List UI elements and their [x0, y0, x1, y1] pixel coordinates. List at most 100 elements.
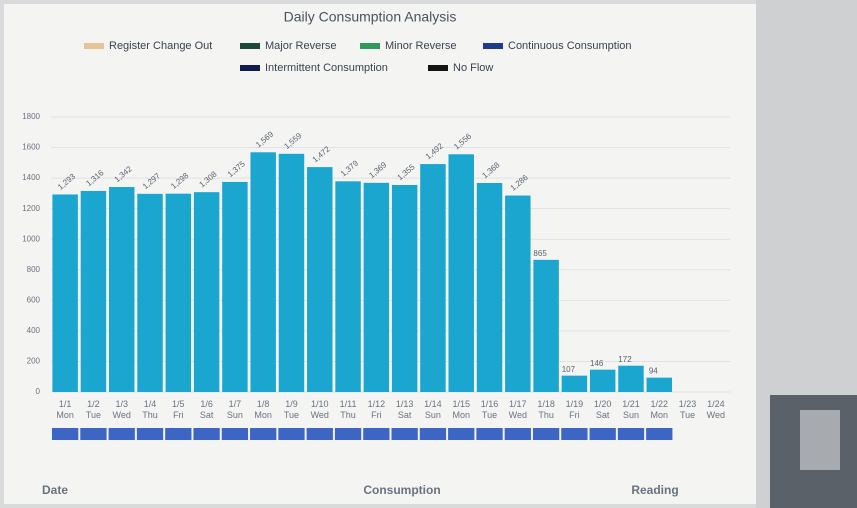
- x-tick-line: Tue: [86, 410, 101, 420]
- x-tick-line: 1/4: [144, 399, 157, 409]
- x-tick-label: 1/4 Thu: [142, 399, 158, 420]
- y-tick-label: 200: [27, 357, 41, 366]
- status-cell: [306, 428, 333, 440]
- legend-label: Minor Reverse: [385, 40, 457, 52]
- legend-swatch: [84, 43, 104, 49]
- bar: [363, 182, 390, 392]
- x-tick-line: Wed: [707, 410, 725, 420]
- legend-label: Intermittent Consumption: [265, 62, 388, 74]
- x-tick-line: 1/24: [707, 399, 725, 409]
- x-tick-line: 1/14: [424, 399, 442, 409]
- bar: [589, 369, 616, 392]
- x-tick-line: Tue: [482, 410, 497, 420]
- x-tick-line: Sun: [425, 410, 441, 420]
- bar: [307, 167, 333, 392]
- x-tick-line: 1/6: [200, 399, 213, 409]
- value-label: 107: [562, 365, 576, 374]
- status-cell: [108, 428, 135, 440]
- x-tick-line: 1/20: [594, 399, 612, 409]
- x-tick-label: 1/16 Tue: [481, 399, 499, 420]
- bar: [222, 181, 248, 392]
- status-cell: [334, 428, 362, 440]
- column-header: Reading: [631, 483, 678, 497]
- status-cell: [165, 428, 192, 440]
- status-cell: [136, 428, 164, 440]
- x-tick-label: 1/3 Wed: [113, 399, 131, 420]
- status-cell: [363, 428, 390, 440]
- status-cell: [448, 428, 475, 440]
- status-cell: [532, 428, 560, 440]
- x-tick-line: 1/15: [452, 399, 470, 409]
- x-tick-line: Thu: [538, 410, 554, 420]
- x-tick-line: Tue: [680, 410, 695, 420]
- x-tick-line: 1/7: [229, 399, 242, 409]
- value-label: 94: [649, 367, 658, 376]
- x-tick-line: 1/1: [59, 399, 72, 409]
- x-tick-line: 1/5: [172, 399, 185, 409]
- legend-swatch: [428, 65, 448, 71]
- x-tick-line: Mon: [254, 410, 272, 420]
- bar: [137, 193, 163, 392]
- x-tick-label: 1/21 Sun: [622, 399, 640, 420]
- x-tick-line: 1/22: [651, 399, 669, 409]
- x-tick-line: Sun: [623, 410, 639, 420]
- x-tick-label: 1/7 Sun: [227, 399, 243, 420]
- x-tick-label: 1/22 Mon: [651, 399, 669, 420]
- x-tick-label: 1/23 Tue: [679, 399, 697, 420]
- x-tick-label: 1/11 Thu: [340, 399, 357, 420]
- y-tick-label: 1000: [22, 234, 40, 243]
- bar: [561, 375, 588, 392]
- x-tick-label: 1/2 Tue: [86, 399, 101, 420]
- x-tick-line: Fri: [371, 410, 382, 420]
- x-tick-label: 1/12 Fri: [368, 399, 386, 420]
- value-label: 865: [533, 249, 547, 258]
- bar: [80, 190, 107, 392]
- x-tick-label: 1/17 Wed: [509, 399, 527, 420]
- x-tick-line: Wed: [311, 410, 329, 420]
- legend-label: Major Reverse: [265, 40, 337, 52]
- x-tick-line: 1/18: [537, 399, 555, 409]
- x-tick-label: 1/9 Tue: [284, 399, 299, 420]
- status-cell: [419, 428, 447, 440]
- legend-label: Register Change Out: [109, 40, 212, 52]
- status-cell: [278, 428, 305, 440]
- status-cell: [52, 428, 79, 440]
- x-tick-line: 1/11: [340, 399, 357, 409]
- value-label: 172: [618, 355, 632, 364]
- status-cell: [476, 428, 503, 440]
- x-tick-line: Fri: [173, 410, 184, 420]
- x-tick-label: 1/8 Mon: [254, 399, 272, 420]
- x-tick-label: 1/18 Thu: [537, 399, 555, 420]
- x-tick-line: Wed: [509, 410, 527, 420]
- bar: [646, 377, 673, 392]
- bar: [448, 154, 474, 392]
- x-tick-line: 1/13: [396, 399, 414, 409]
- bar: [278, 153, 305, 392]
- x-tick-line: 1/3: [115, 399, 128, 409]
- x-tick-line: Sat: [200, 410, 214, 420]
- status-cell: [504, 428, 531, 440]
- x-tick-label: 1/14 Sun: [424, 399, 442, 420]
- x-tick-line: Thu: [142, 410, 158, 420]
- column-header: Date: [42, 483, 68, 497]
- x-tick-line: Mon: [56, 410, 74, 420]
- x-tick-line: Wed: [113, 410, 131, 420]
- chart-title: Daily Consumption Analysis: [284, 9, 457, 25]
- x-tick-label: 1/20 Sat: [594, 399, 612, 420]
- x-tick-line: Mon: [651, 410, 669, 420]
- bar: [618, 365, 644, 392]
- legend-swatch: [240, 43, 260, 49]
- y-tick-label: 0: [36, 387, 41, 396]
- bar: [476, 183, 503, 392]
- bar: [420, 164, 446, 392]
- x-tick-line: 1/21: [622, 399, 640, 409]
- legend-swatch: [360, 43, 380, 49]
- x-tick-label: 1/5 Fri: [172, 399, 185, 420]
- bar: [335, 181, 361, 392]
- y-tick-label: 400: [27, 326, 41, 335]
- bar: [165, 193, 192, 392]
- x-tick-line: 1/17: [509, 399, 527, 409]
- y-tick-label: 1800: [22, 112, 40, 121]
